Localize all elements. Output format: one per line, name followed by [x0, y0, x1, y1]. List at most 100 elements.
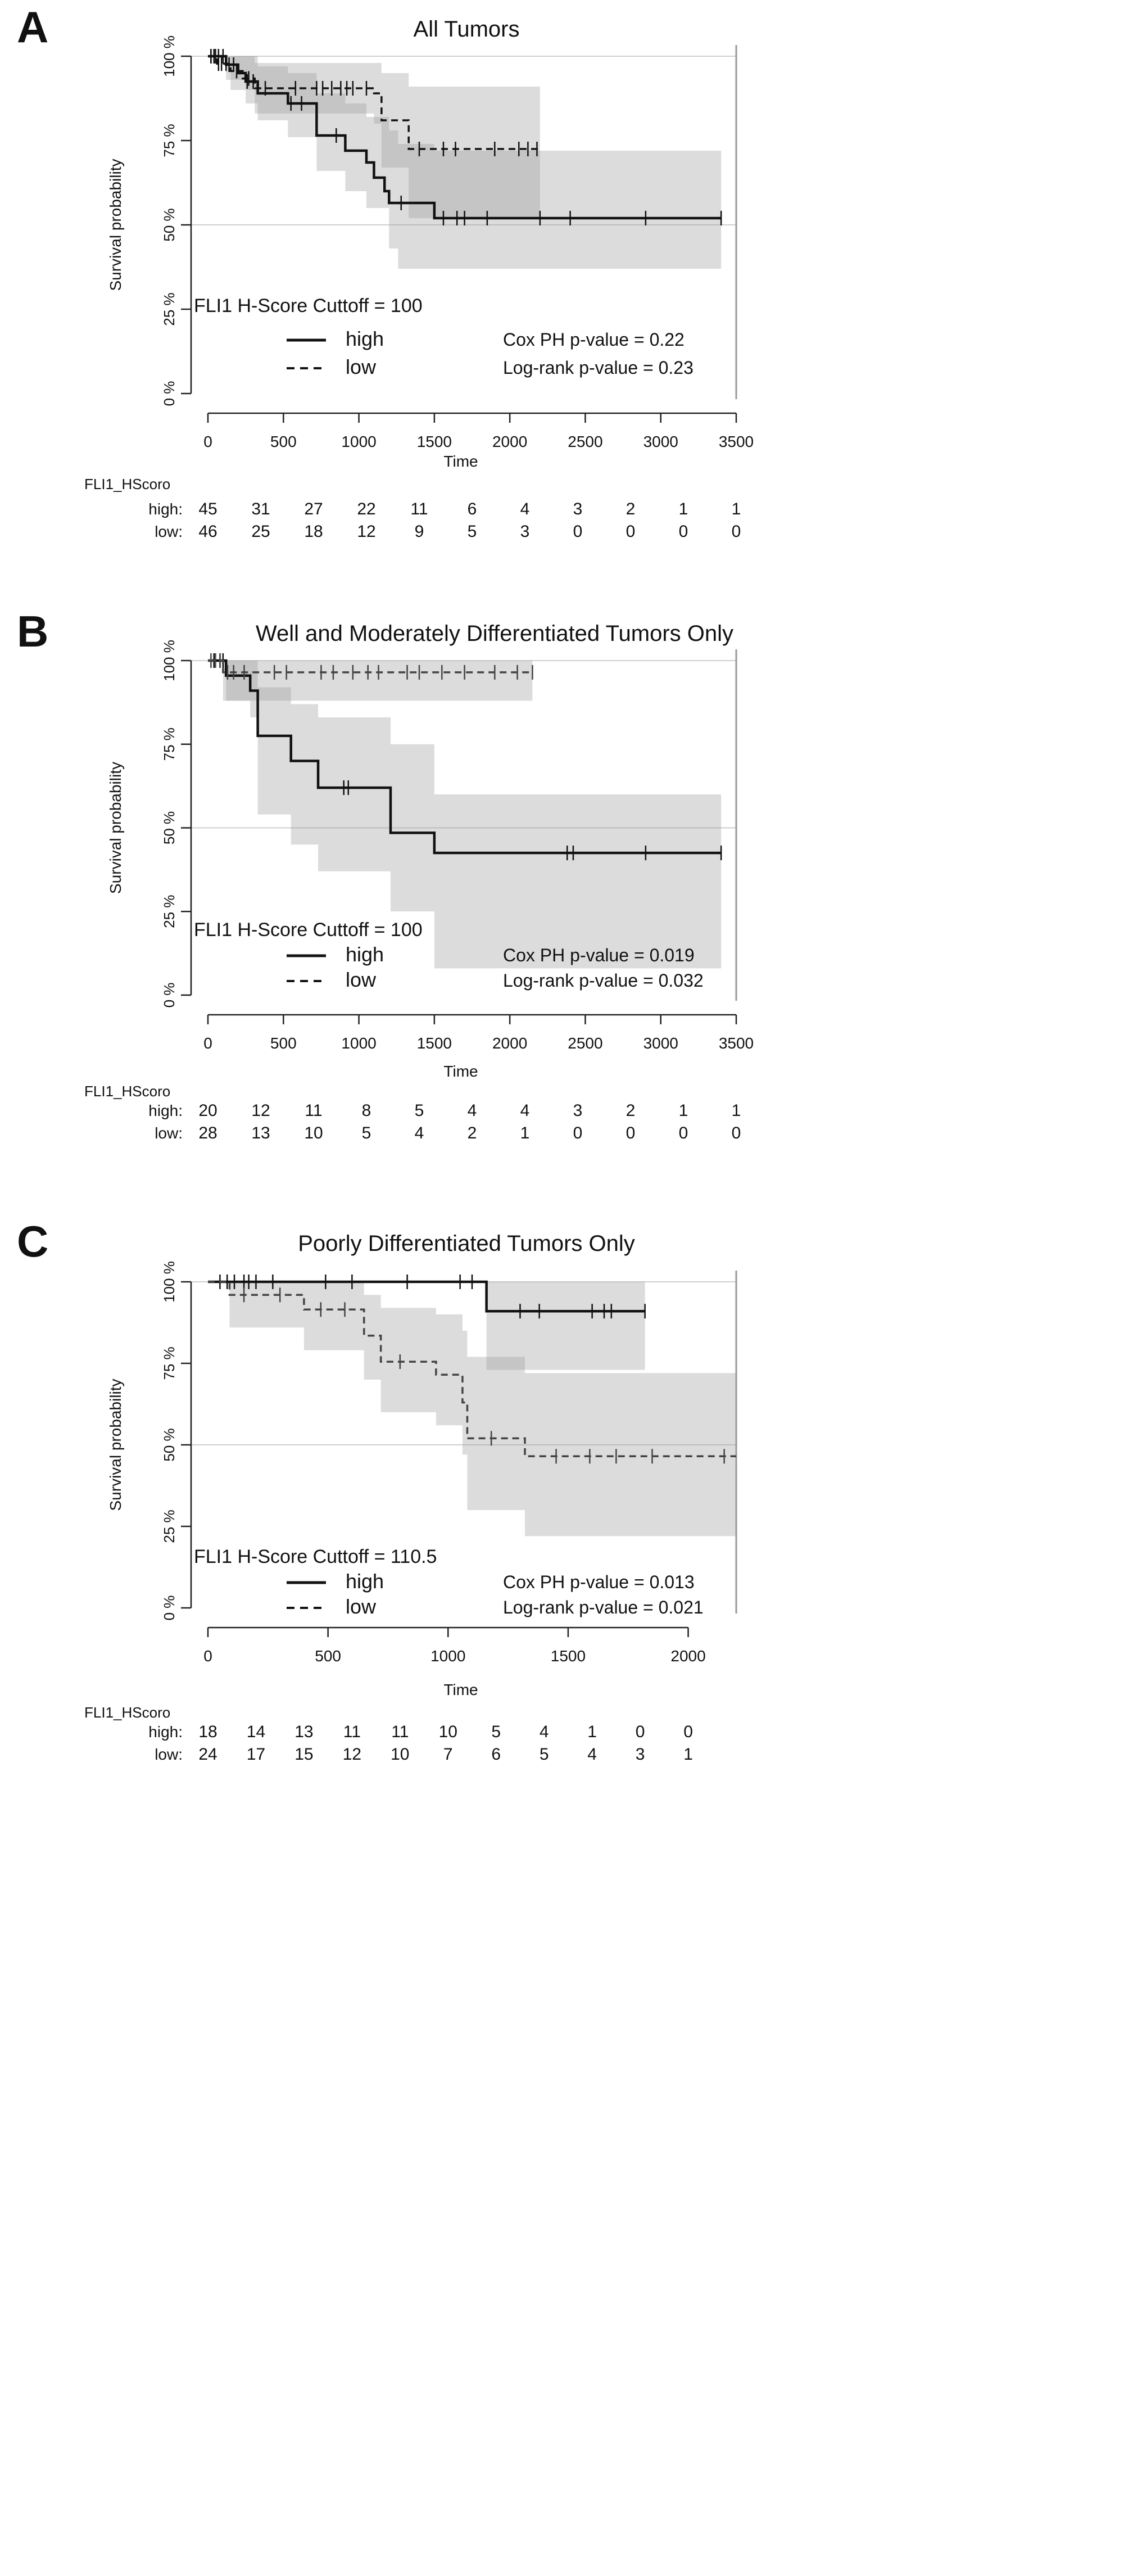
chart-title: Poorly Differentiated Tumors Only [298, 1231, 635, 1256]
x-tick-label: 3500 [719, 433, 754, 450]
risk-count: 10 [439, 1723, 457, 1741]
y-tick-label: 50 % [161, 1428, 178, 1461]
x-tick-label: 3000 [643, 1034, 678, 1052]
km-chart-a: A All Tumors 0 % 25 % 50 % 75 % 100 % Survival … [17, 2, 754, 541]
panel-a: A All Tumors 0 % 25 % 50 % 75 % 100 % Survival … [0, 0, 1124, 562]
x-axis-label: Time [443, 1681, 478, 1698]
risk-row-label-low: low: [155, 1746, 183, 1763]
x-tick-label: 1500 [417, 433, 452, 450]
x-tick-label: 0 [203, 1647, 212, 1665]
ci-band-high [208, 661, 722, 969]
risk-count: 5 [415, 1101, 424, 1120]
ci-band-low [208, 661, 533, 701]
risk-count: 9 [415, 522, 424, 541]
x-tick-label: 0 [203, 433, 212, 450]
legend-label-low: low [346, 355, 377, 378]
y-axis-label: Survival probability [107, 762, 124, 894]
risk-table-header: FLI1_HScoro [84, 476, 170, 492]
legend-label-high: high [346, 943, 384, 966]
risk-count: 0 [626, 522, 636, 541]
risk-count: 0 [732, 1124, 741, 1142]
survival-curve-low [208, 659, 533, 674]
risk-count: 0 [636, 1723, 645, 1741]
risk-count: 5 [540, 1745, 549, 1764]
y-tick-label: 75 % [161, 727, 178, 761]
risk-count: 1 [679, 500, 688, 518]
risk-count: 0 [732, 522, 741, 541]
risk-count: 22 [357, 500, 375, 518]
x-tick-label: 2000 [492, 1034, 527, 1052]
x-tick-label: 1000 [430, 1647, 465, 1665]
x-axis-label: Time [443, 453, 478, 470]
y-tick-label: 50 % [161, 811, 178, 844]
cox-label: Cox PH p-value = 0.019 [503, 945, 695, 965]
risk-count: 3 [573, 1101, 583, 1120]
risk-count: 0 [683, 1723, 693, 1741]
risk-count: 12 [251, 1101, 270, 1120]
panel-c: C Poorly Differentiated Tumors Only 0 % 25 … [0, 1192, 1124, 1788]
risk-row-label-low: low: [155, 1124, 183, 1142]
panel-letter: A [17, 2, 48, 52]
y-axis-label: Survival probability [107, 1379, 124, 1511]
risk-count: 13 [294, 1723, 313, 1741]
risk-count: 18 [304, 522, 323, 541]
km-chart-c: C Poorly Differentiated Tumors Only 0 % 25 … [17, 1217, 737, 1764]
x-tick-label: 3000 [643, 433, 678, 450]
x-tick-label: 2000 [492, 433, 527, 450]
risk-count: 12 [343, 1745, 361, 1764]
risk-count: 11 [391, 1723, 409, 1741]
km-chart-b: B Well and Moderately Differentiated Tumo… [17, 607, 754, 1142]
y-tick-label: 25 % [161, 292, 178, 326]
risk-count: 4 [520, 1101, 530, 1120]
x-tick-label: 1000 [341, 1034, 376, 1052]
cox-label: Cox PH p-value = 0.013 [503, 1572, 695, 1592]
risk-count: 17 [247, 1745, 265, 1764]
risk-count: 11 [343, 1723, 361, 1741]
risk-count: 24 [198, 1745, 217, 1764]
y-tick-label: 50 % [161, 208, 178, 241]
risk-count: 5 [491, 1723, 501, 1741]
chart-title: Well and Moderately Differentiated Tumor… [256, 621, 733, 646]
logrank-label: Log-rank p-value = 0.23 [503, 358, 694, 378]
ci-band-high [208, 1282, 645, 1370]
risk-count: 5 [362, 1124, 371, 1142]
risk-count: 7 [443, 1745, 453, 1764]
legend-label-high: high [346, 327, 384, 350]
risk-count: 0 [679, 522, 688, 541]
risk-count: 4 [415, 1124, 424, 1142]
risk-count: 1 [683, 1745, 693, 1764]
x-tick-label: 500 [270, 433, 297, 450]
y-tick-label: 100 % [161, 35, 178, 77]
ci-band-high [208, 56, 722, 269]
cutoff-label: FLI1 H-Score Cuttoff = 110.5 [194, 1546, 437, 1567]
risk-count: 0 [573, 1124, 583, 1142]
risk-row-label-high: high: [148, 500, 183, 518]
risk-count: 3 [520, 522, 530, 541]
risk-count: 1 [732, 1101, 741, 1120]
risk-count: 27 [304, 500, 323, 518]
survival-curve-high [208, 1280, 645, 1313]
risk-count: 46 [198, 522, 217, 541]
cutoff-label: FLI1 H-Score Cuttoff = 100 [194, 919, 423, 941]
risk-count: 12 [357, 522, 375, 541]
x-tick-label: 1500 [417, 1034, 452, 1052]
y-tick-label: 0 % [161, 381, 178, 406]
y-tick-label: 100 % [161, 1261, 178, 1303]
logrank-label: Log-rank p-value = 0.021 [503, 1597, 704, 1617]
y-tick-label: 25 % [161, 1510, 178, 1543]
risk-count: 0 [626, 1124, 636, 1142]
y-axis-label: Survival probability [107, 159, 124, 291]
x-tick-label: 1000 [341, 433, 376, 450]
risk-count: 31 [251, 500, 270, 518]
ci-band-low [208, 1282, 736, 1536]
risk-count: 14 [247, 1723, 265, 1741]
y-tick-label: 0 % [161, 1596, 178, 1621]
y-tick-label: 100 % [161, 640, 178, 681]
panel-letter: C [17, 1217, 48, 1266]
risk-count: 4 [540, 1723, 549, 1741]
risk-count: 1 [732, 500, 741, 518]
y-tick-label: 75 % [161, 1346, 178, 1380]
risk-row-label-high: high: [148, 1723, 183, 1741]
risk-count: 3 [573, 500, 583, 518]
risk-row-label-high: high: [148, 1102, 183, 1119]
